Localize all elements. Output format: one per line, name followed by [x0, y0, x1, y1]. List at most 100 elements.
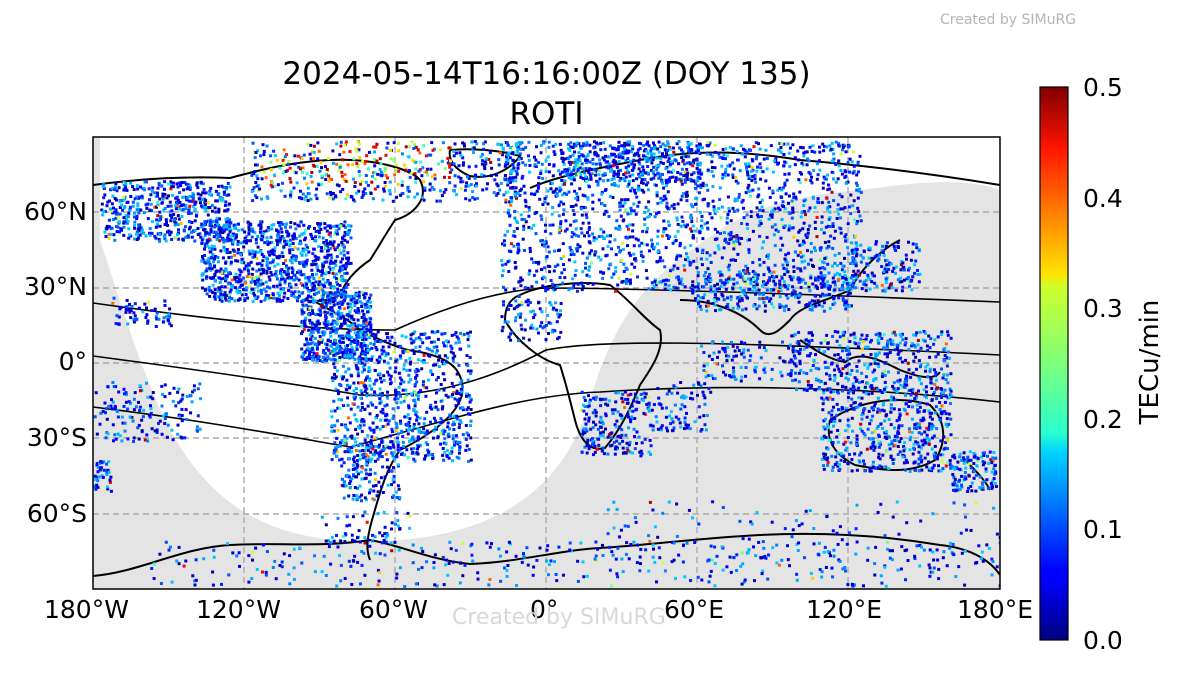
roti-point — [540, 268, 544, 272]
roti-point — [783, 181, 787, 185]
roti-point — [276, 236, 280, 240]
roti-point — [228, 202, 231, 206]
roti-point — [685, 190, 689, 194]
roti-point — [369, 326, 373, 330]
roti-point — [425, 336, 429, 340]
roti-point — [305, 258, 309, 262]
roti-point — [364, 357, 368, 361]
roti-point — [330, 376, 334, 380]
roti-point — [262, 230, 266, 234]
roti-point — [348, 421, 352, 425]
roti-point — [664, 278, 668, 282]
roti-point — [551, 190, 555, 194]
roti-point — [326, 320, 330, 324]
roti-point — [352, 389, 356, 393]
roti-point — [770, 215, 774, 219]
roti-point — [211, 220, 215, 224]
roti-point — [774, 157, 778, 161]
roti-point — [218, 295, 222, 299]
roti-point — [273, 246, 277, 250]
roti-point — [196, 186, 200, 189]
roti-point — [127, 236, 131, 240]
roti-point — [461, 406, 465, 410]
roti-point — [193, 229, 197, 232]
roti-point — [356, 367, 360, 371]
roti-point — [652, 176, 656, 180]
roti-point — [661, 198, 665, 202]
roti-point — [345, 262, 348, 265]
roti-point — [396, 397, 400, 401]
roti-point — [439, 421, 443, 424]
roti-point — [332, 347, 336, 351]
roti-point — [458, 441, 462, 444]
roti-point — [787, 201, 790, 205]
roti-point — [501, 285, 505, 289]
roti-point — [285, 222, 288, 226]
roti-point — [259, 227, 263, 231]
roti-point — [339, 441, 342, 445]
roti-point — [645, 160, 649, 163]
roti-point — [412, 398, 416, 402]
roti-point — [442, 344, 446, 348]
roti-point — [411, 429, 415, 433]
roti-point — [372, 484, 375, 488]
roti-point — [251, 299, 255, 303]
roti-point — [128, 233, 132, 237]
roti-point — [847, 144, 851, 148]
roti-point — [129, 195, 133, 198]
roti-point — [725, 221, 729, 225]
roti-point — [576, 168, 580, 171]
roti-point — [724, 168, 728, 172]
roti-point — [297, 294, 301, 298]
roti-point — [103, 193, 107, 197]
roti-point — [339, 346, 343, 350]
roti-point — [511, 234, 515, 238]
roti-point — [323, 243, 327, 247]
roti-point — [323, 351, 327, 355]
roti-point — [862, 280, 866, 284]
roti-point — [813, 150, 817, 154]
roti-point — [193, 207, 197, 211]
roti-point — [374, 484, 378, 487]
roti-point — [156, 203, 160, 207]
roti-point — [403, 349, 407, 353]
roti-point — [853, 250, 857, 254]
roti-point — [314, 299, 318, 303]
roti-point — [798, 243, 802, 247]
roti-point — [209, 256, 213, 260]
roti-point — [406, 413, 410, 417]
roti-point — [807, 159, 811, 163]
roti-point — [678, 146, 682, 150]
roti-point — [356, 342, 360, 346]
roti-point — [789, 146, 792, 150]
roti-point — [457, 337, 461, 341]
roti-point — [309, 338, 313, 342]
roti-point — [342, 461, 346, 465]
roti-point — [313, 355, 317, 359]
roti-point — [208, 266, 211, 270]
roti-point — [565, 227, 569, 231]
roti-point — [653, 144, 656, 148]
roti-point — [335, 419, 339, 423]
roti-point — [592, 140, 596, 144]
roti-point — [369, 450, 373, 454]
roti-point — [245, 241, 248, 245]
roti-point — [609, 165, 613, 169]
roti-point — [183, 225, 187, 229]
roti-point — [625, 236, 629, 240]
roti-point — [279, 221, 283, 225]
roti-point — [841, 148, 844, 152]
roti-point — [603, 147, 607, 151]
roti-point — [115, 189, 119, 193]
roti-point — [224, 269, 228, 273]
roti-point — [570, 231, 574, 234]
roti-point — [421, 341, 425, 345]
roti-point — [622, 262, 626, 266]
roti-point — [279, 255, 283, 259]
roti-point — [236, 298, 240, 302]
roti-point — [228, 290, 232, 294]
roti-point — [201, 191, 205, 195]
roti-point — [108, 199, 112, 203]
roti-point — [796, 158, 800, 162]
roti-point — [453, 354, 457, 358]
